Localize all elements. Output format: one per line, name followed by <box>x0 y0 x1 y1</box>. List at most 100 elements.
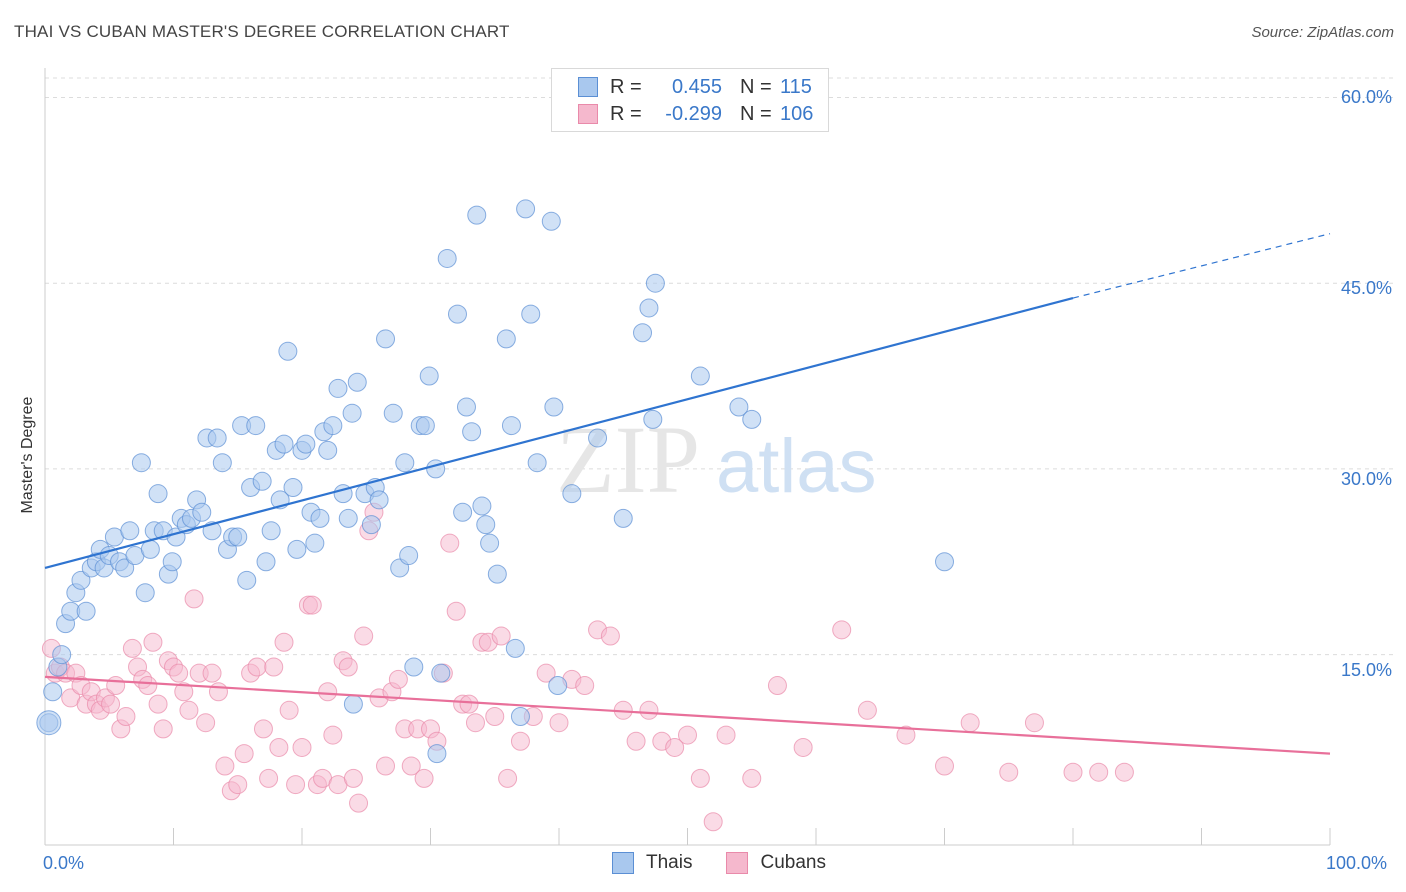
thais-point <box>274 434 294 454</box>
thais-point <box>487 564 507 584</box>
thais-point <box>690 366 710 386</box>
cubans-swatch <box>578 104 598 124</box>
thais-point <box>338 508 358 528</box>
thais-point <box>43 682 63 702</box>
cubans-point <box>459 694 479 714</box>
cubans-point <box>228 775 248 795</box>
legend-r-value: 0.455 <box>671 75 722 98</box>
cubans-point <box>143 632 163 652</box>
cubans-point <box>1089 762 1109 782</box>
thais-label: Thais <box>646 852 693 873</box>
legend-r-label: R = <box>610 75 642 98</box>
thais-point <box>453 502 473 522</box>
cubans-point <box>169 663 189 683</box>
cubans-point <box>767 676 787 696</box>
grid-lines <box>45 77 1395 656</box>
legend-row-thais: R = 0.455 N = 115 <box>552 74 812 100</box>
thais-point <box>510 707 530 726</box>
cubans-point <box>678 725 697 745</box>
cubans-point <box>896 725 916 745</box>
thais-point <box>562 484 582 504</box>
cubans-point <box>639 700 659 720</box>
thais-point <box>287 539 307 559</box>
cubans-point <box>338 657 358 677</box>
thais-point <box>639 298 659 318</box>
cubans-point <box>153 719 173 739</box>
thais-point <box>256 552 276 572</box>
thais-point <box>437 248 457 268</box>
thais-point <box>376 329 396 349</box>
cubans-point <box>208 682 228 702</box>
legend-n-value: 115 <box>780 75 812 98</box>
thais-point <box>135 583 155 603</box>
cubans-point <box>349 793 369 813</box>
thais-point <box>115 558 135 578</box>
cubans-point <box>354 626 374 646</box>
cubans-point <box>703 812 723 832</box>
thais-point <box>52 645 72 665</box>
cubans-point <box>106 676 126 696</box>
thais-point <box>131 453 151 473</box>
bottom-legend-thais: Thais <box>612 852 692 874</box>
cubans-point <box>498 768 518 788</box>
cubans-point <box>388 669 408 689</box>
cubans-point <box>279 700 299 720</box>
cubans-point <box>960 713 980 733</box>
thais-point <box>246 416 266 436</box>
thais-point <box>742 409 762 429</box>
thais-point <box>541 211 561 231</box>
cubans-point <box>491 626 511 646</box>
legend-n-label: N = <box>740 102 772 125</box>
thais-point <box>505 638 525 658</box>
thais-point <box>323 416 343 436</box>
thais-point <box>162 552 182 572</box>
cubans-point <box>269 737 289 757</box>
thais-point <box>343 694 363 714</box>
thais-trend-extension <box>1072 233 1331 299</box>
cubans-point <box>138 676 158 696</box>
thais-point <box>347 372 367 392</box>
trend-lines <box>44 233 1331 755</box>
thais-point <box>935 552 954 572</box>
thais-point <box>148 484 168 504</box>
thais-point <box>296 434 316 454</box>
thais-point <box>516 199 536 219</box>
thais-point <box>228 527 248 547</box>
legend-n-label: N = <box>740 75 772 98</box>
cubans-point <box>600 626 620 646</box>
cubans-point <box>101 694 121 714</box>
thais-point <box>76 601 96 621</box>
chart-title: THAI VS CUBAN MASTER'S DEGREE CORRELATIO… <box>14 22 510 41</box>
thais-point <box>456 397 476 417</box>
legend-row-cubans: R = -0.299 N = 106 <box>552 101 813 127</box>
thais-point <box>527 453 547 473</box>
cubans-point <box>323 725 343 745</box>
cubans-point <box>935 756 954 776</box>
thais-point <box>310 508 330 528</box>
cubans-label: Cubans <box>760 852 826 873</box>
thais-point <box>544 397 564 417</box>
thais-point <box>521 304 541 324</box>
thais-point <box>318 440 338 460</box>
thais-point <box>613 508 633 528</box>
cubans-point <box>999 762 1019 782</box>
y-tick-30: 30.0% <box>1340 469 1392 489</box>
cubans-point <box>401 756 421 776</box>
x-tick-100: 100.0% <box>1326 853 1388 873</box>
thais-point <box>120 521 140 541</box>
thais-point <box>419 366 439 386</box>
cubans-point <box>179 700 199 720</box>
x-tick-0: 0.0% <box>43 853 85 873</box>
thais-point <box>212 453 232 473</box>
cubans-point <box>196 713 216 733</box>
thais-point <box>729 397 749 417</box>
legend-r-label: R = <box>610 102 642 125</box>
cubans-point <box>510 731 530 751</box>
thais-point <box>395 453 415 473</box>
cubans-point <box>274 632 294 652</box>
thais-point <box>399 546 419 566</box>
thais-point <box>71 570 91 590</box>
y-tick-15: 15.0% <box>1340 660 1392 680</box>
thais-point <box>645 273 665 293</box>
